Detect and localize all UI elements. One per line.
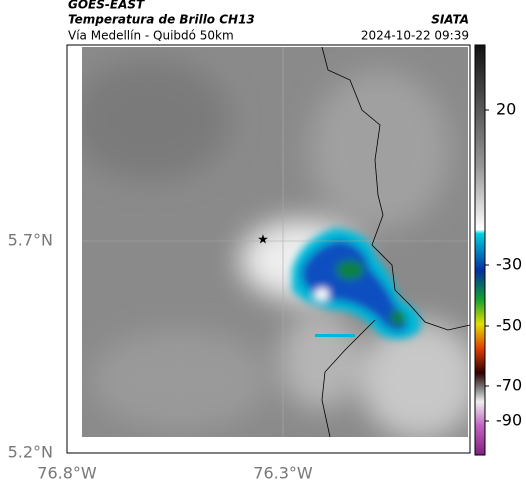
- lon-label: 76.8°W: [37, 464, 97, 483]
- colorbar-label: -70: [496, 376, 522, 395]
- datetime: 2024-10-22 09:39: [361, 29, 469, 43]
- border: [321, 319, 376, 438]
- colorbar-label: -50: [496, 316, 522, 335]
- title: Temperatura de Brillo CH13: [68, 13, 255, 27]
- colorbar: [474, 44, 486, 456]
- colorbar-label: -30: [496, 255, 522, 274]
- agency: SIATA: [431, 13, 469, 27]
- border: [321, 46, 471, 331]
- lat-label: 5.7°N: [8, 231, 53, 250]
- source: GOES-EAST: [68, 0, 145, 12]
- subtitle: Vía Medellín - Quibdó 50km: [68, 29, 234, 43]
- satellite-image: [82, 47, 468, 437]
- location-marker: ★: [257, 233, 269, 248]
- colorbar-label: -90: [496, 411, 522, 430]
- lon-label: 76.3°W: [253, 464, 313, 483]
- lat-label: 5.2°N: [8, 443, 53, 462]
- map-frame: [66, 44, 471, 454]
- colorbar-label: 20: [496, 100, 516, 119]
